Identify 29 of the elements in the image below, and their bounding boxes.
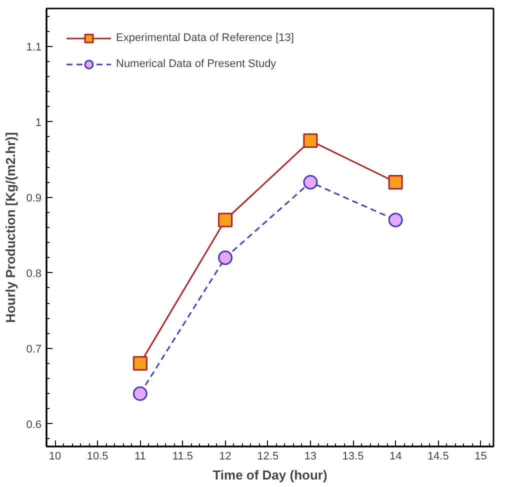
y-tick-label: 1 bbox=[35, 116, 42, 129]
x-tick-label: 13 bbox=[304, 450, 317, 462]
point bbox=[388, 174, 403, 190]
x-tick-label: 15 bbox=[474, 450, 487, 462]
x-tick-label: 10.5 bbox=[86, 450, 108, 462]
y-tick-label: 0.6 bbox=[26, 418, 42, 431]
x-tick-label: 12 bbox=[219, 450, 232, 462]
y-tick-label: 0.9 bbox=[26, 192, 42, 204]
point bbox=[218, 250, 233, 265]
x-axis-title: Time of Day (hour) bbox=[212, 468, 328, 482]
legend-label: Experimental Data of Reference [13] bbox=[116, 32, 294, 44]
point bbox=[132, 386, 148, 401]
x-tick-label: 11.5 bbox=[172, 450, 194, 462]
y-tick-label: 0.8 bbox=[26, 268, 42, 280]
x-tick-label: 13.5 bbox=[342, 450, 364, 462]
x-tick-label: 14.5 bbox=[427, 450, 449, 462]
point bbox=[303, 133, 318, 148]
point bbox=[303, 174, 318, 190]
x-tick-label: 11 bbox=[134, 450, 146, 462]
point bbox=[132, 356, 148, 371]
y-axis-title: Hourly Production [Kg/(m2.hr)] bbox=[3, 132, 18, 323]
legend-label: Numerical Data of Present Study bbox=[116, 58, 276, 70]
x-tick-label: 12.5 bbox=[257, 450, 279, 462]
y-tick-label: 0.7 bbox=[26, 343, 42, 356]
x-tick-label: 14 bbox=[389, 450, 402, 462]
point bbox=[218, 212, 233, 228]
x-tick-label: 10 bbox=[48, 450, 62, 462]
point bbox=[388, 212, 403, 228]
y-tick-label: 1.1 bbox=[26, 41, 42, 54]
